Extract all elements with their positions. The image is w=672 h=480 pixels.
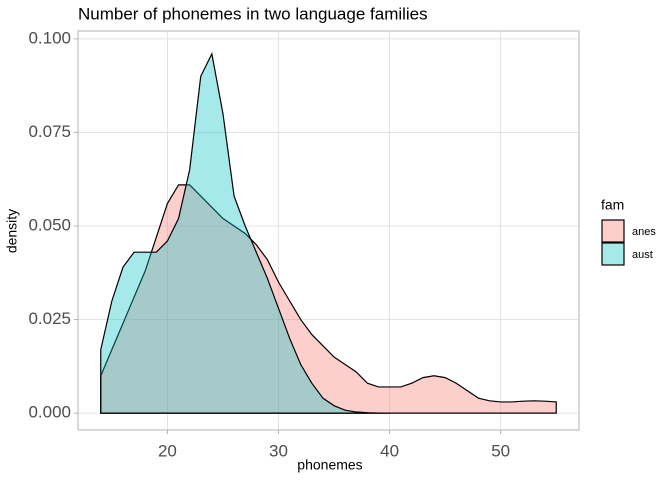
chart-title: Number of phonemes in two language famil… <box>78 4 428 23</box>
legend-label: aust <box>632 249 653 261</box>
panel <box>78 31 579 430</box>
y-tick-label: 0.050 <box>28 215 71 234</box>
y-tick-label: 0.100 <box>28 28 71 47</box>
y-tick-label: 0.000 <box>28 403 71 422</box>
x-tick-label: 30 <box>269 441 288 460</box>
legend-key <box>601 219 625 243</box>
legend-title: fam <box>601 197 624 213</box>
panel-border <box>77 30 580 431</box>
x-tick-label: 50 <box>491 441 510 460</box>
x-tick-label: 20 <box>158 441 177 460</box>
y-tick-label: 0.075 <box>28 122 71 141</box>
legend-label: anes <box>632 226 656 238</box>
density-area <box>100 184 557 414</box>
y-axis-label: density <box>4 209 20 253</box>
x-axis-label: phonemes <box>297 457 362 473</box>
y-tick-label: 0.025 <box>28 309 71 328</box>
legend-key <box>601 242 625 266</box>
x-tick-label: 40 <box>380 441 399 460</box>
density-area <box>100 51 391 414</box>
